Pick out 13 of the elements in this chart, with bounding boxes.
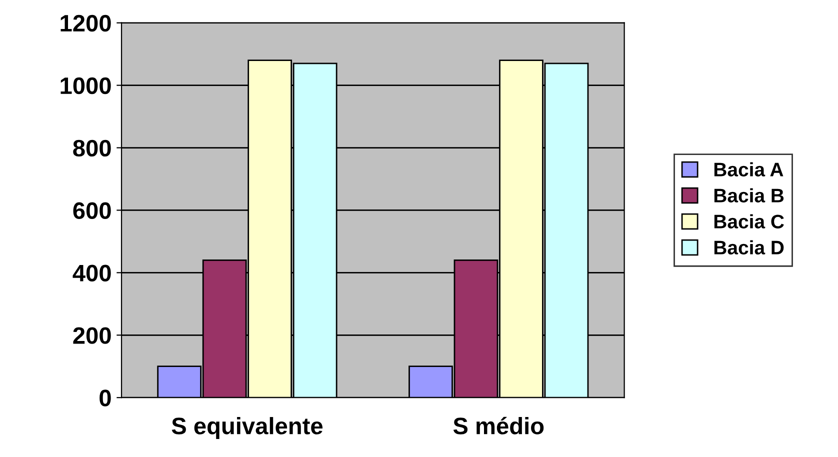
x-tick-label: S médio bbox=[453, 416, 544, 434]
y-tick-label: 0 bbox=[100, 390, 111, 406]
y-tick-label: 600 bbox=[73, 202, 111, 220]
x-tick-label: S equivalente bbox=[172, 417, 323, 440]
legend-label: Bacia A bbox=[714, 162, 784, 176]
legend-label: Bacia B bbox=[714, 188, 784, 202]
y-tick-label: 400 bbox=[72, 264, 111, 282]
y-tick-label: 800 bbox=[73, 140, 111, 157]
y-tick-label: 200 bbox=[73, 327, 111, 344]
legend-label: Bacia C bbox=[714, 214, 784, 228]
y-tick-label: 1200 bbox=[60, 14, 111, 32]
legend-label: Bacia D bbox=[714, 240, 784, 254]
y-tick-label: 1000 bbox=[60, 77, 111, 94]
